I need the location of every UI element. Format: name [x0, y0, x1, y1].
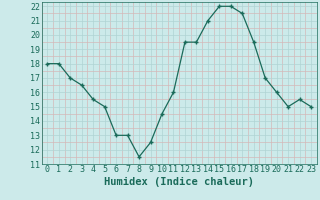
X-axis label: Humidex (Indice chaleur): Humidex (Indice chaleur) — [104, 177, 254, 187]
